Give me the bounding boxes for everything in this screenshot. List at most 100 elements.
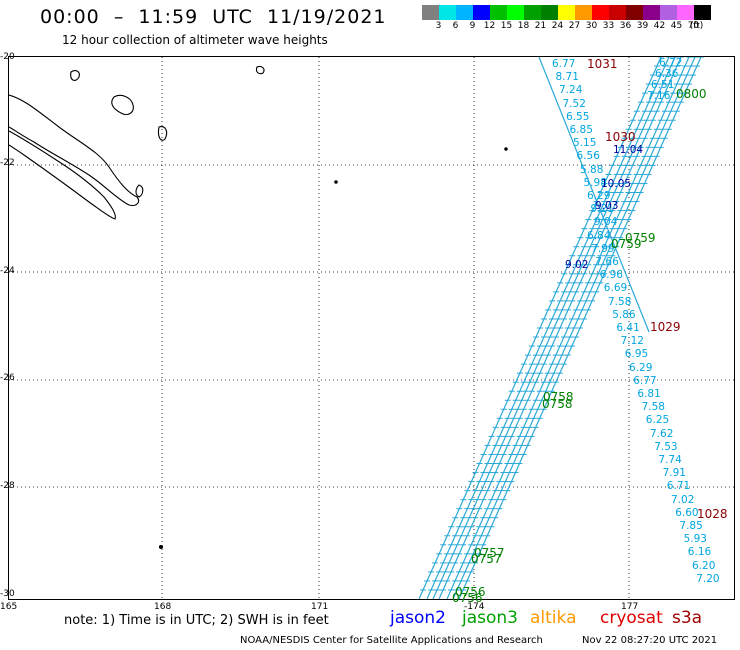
swh-value: 6.96 [599,269,623,282]
colorbar-label: 42 [653,21,666,31]
lat-label-22: -22 [0,158,15,168]
colorbar-swatch [694,5,711,20]
swh-value: 9.21 [590,203,614,216]
swh-value: 7.53 [654,440,678,453]
colorbar-swatch [677,5,694,20]
time-label-0759: 0759 [625,231,656,245]
swh-value: 5.15 [573,137,597,150]
colorbar-label: 39 [636,21,649,31]
colorbar-swatch [524,5,541,20]
swh-value: 6.29 [629,361,653,374]
credit-org: NOAA/NESDIS Center for Satellite Applica… [240,635,543,646]
sat-jason3: jason3 [462,608,518,628]
time-label-0756: 0756 [455,585,486,599]
track-ticks [420,57,704,591]
swh-value: 7.12 [620,335,644,348]
colorbar-label: 18 [517,21,530,31]
swh-value: 8.71 [555,71,579,84]
swh-value-ne: 6.72 [659,57,683,69]
time-label-0758b: 0758 [542,397,573,411]
colorbar-label: 6 [452,21,459,31]
lat-label-30: -30 [0,589,15,599]
swh-value: 5.93 [683,533,707,546]
swh-value: 9.04 [594,216,618,229]
swh-value-high: 10.05 [601,178,632,190]
swh-value: 7.85 [679,520,703,532]
colorbar-label: 9 [469,21,476,31]
swh-value-ne: 7.16 [647,90,671,102]
sat-jason2: jason2 [390,608,446,628]
swh-value: 6.85 [569,124,593,136]
lon-label-165: 165 [0,602,18,612]
swh-value: 6.69 [603,282,628,295]
sat-altika: altika [530,608,577,628]
lat-label-26: -26 [0,373,15,383]
colorbar-swatch [439,5,456,20]
colorbar-swatch [609,5,626,20]
swh-value: 5.86 [612,308,636,321]
coastline [9,65,508,550]
time-label-0758: 0758 [543,390,574,404]
time-label-0757: 0757 [474,546,505,560]
swh-value: 6.20 [692,559,716,572]
colorbar-swatch [422,5,439,20]
colorbar-swatch [473,5,490,20]
swh-value: 5.98 [583,176,607,189]
time-label-0757b: 0757 [471,552,502,566]
swh-value: 7.02 [671,493,695,506]
swh-value: 6.16 [687,546,712,559]
colorbar-label: 45 [670,21,683,31]
lon-label-168: 168 [154,602,172,612]
swh-value: 7.58 [641,401,665,414]
swh-value-high: 9.02 [565,259,589,271]
time-label-0756b: 0756 [452,591,483,605]
colorbar-label: 33 [602,21,615,31]
map-frame: 6.77 8.71 7.24 7.52 6.55 6.85 5.15 6.56 5.88 5.98… [8,56,735,605]
swh-value-ne: 6.36 [655,68,679,80]
colorbar-swatch [643,5,660,20]
lon-label-177: 177 [621,602,639,612]
colorbar-swatch [558,5,575,20]
swh-value-high: 11.04 [613,144,644,156]
colorbar-label: (ft) [689,21,704,31]
lon-label-171: 171 [311,602,329,612]
time-label-1030: 1030 [605,130,636,144]
colorbar-label: 24 [551,21,564,31]
colorbar-label: 3 [435,21,442,31]
swh-value: 6.60 [675,506,699,519]
map-svg [9,57,734,599]
swh-value: 6.55 [566,110,590,123]
credit-timestamp: Nov 22 08:27:20 UTC 2021 [582,635,718,646]
map-subtitle: 12 hour collection of altimeter wave hei… [62,33,328,47]
footer-note: note: 1) Time is in UTC; 2) SWH is in fe… [64,613,329,628]
colorbar-swatch [541,5,558,20]
colorbar-label: 21 [534,21,547,31]
colorbar-labels: 3 6 9 12 15 18 21 24 27 30 33 36 39 42 45 70 (ft) [422,21,740,33]
colorbar-swatch [575,5,592,20]
colorbar [422,5,711,20]
colorbar-swatch [456,5,473,20]
swh-value: 6.77 [633,374,657,387]
colorbar-swatch [592,5,609,20]
swh-value-high: 9.03 [595,200,619,212]
sat-s3a: s3a [672,608,703,628]
colorbar-label: 27 [568,21,581,31]
swh-value: 7.74 [658,454,682,466]
swh-value: 6.29 [587,190,611,202]
swh-value-ne: 6.51 [651,79,675,91]
lat-label-28: -28 [0,481,15,491]
swh-value: 6.71 [666,480,691,493]
lat-label-24: -24 [0,266,15,276]
time-label-0800: 0800 [676,87,707,101]
swh-value: 7.66 [595,256,619,268]
lon-label-174: -174 [464,602,485,612]
colorbar-swatch [660,5,677,20]
swh-value: 7.24 [559,84,583,97]
sat-cryosat: cryosat [600,608,663,628]
lat-label-20: -20 [0,52,15,62]
swh-value: 7.99 [591,242,615,255]
swh-value: 6.81 [637,388,661,400]
colorbar-swatch [626,5,643,20]
time-label-1029: 1029 [650,320,681,334]
map-title: 00:00 – 11:59 UTC 11/19/2021 [40,6,387,28]
